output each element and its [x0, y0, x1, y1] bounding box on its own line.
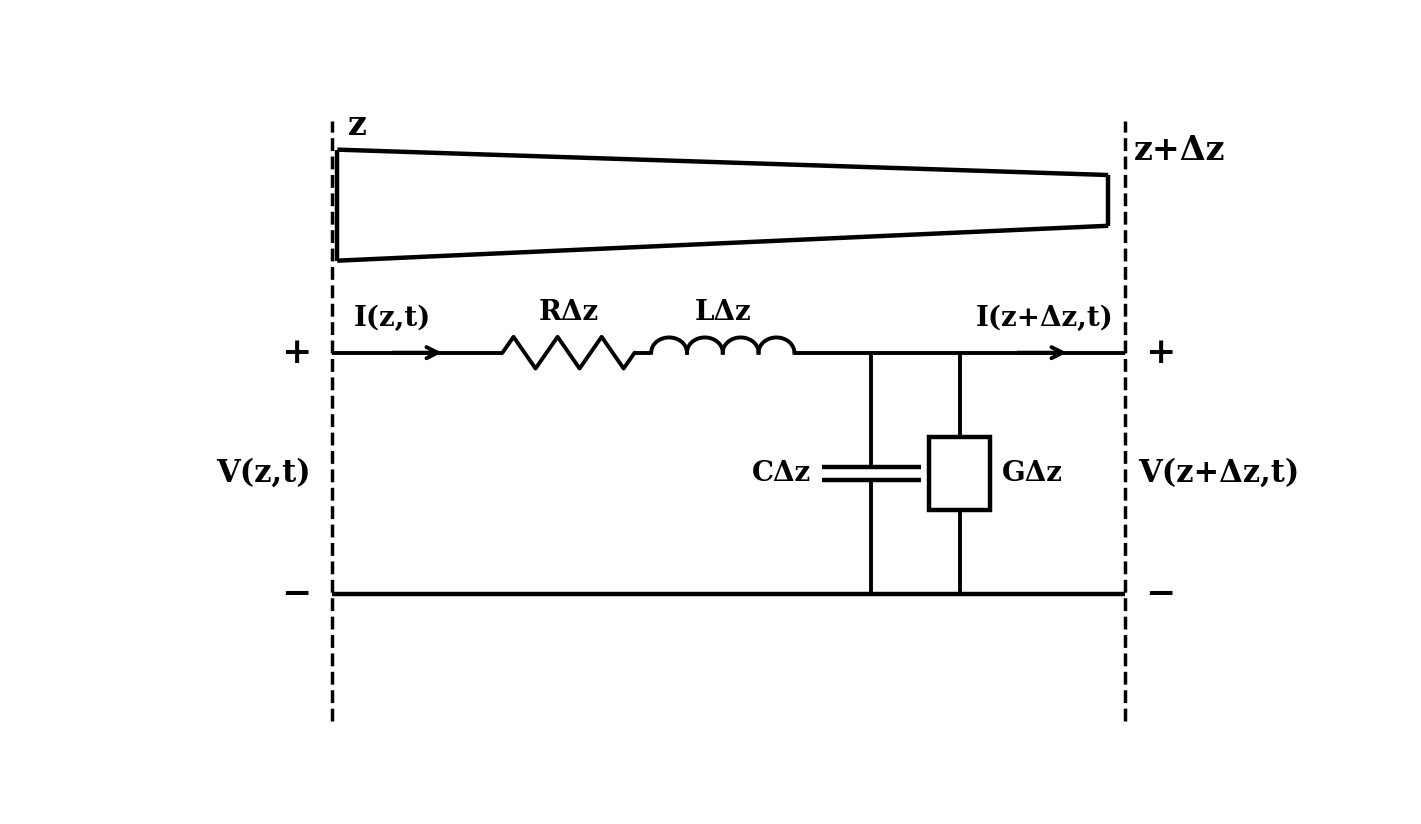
- Text: I(z,t): I(z,t): [354, 306, 431, 332]
- Text: z+Δz: z+Δz: [1134, 134, 1225, 167]
- Bar: [929, 437, 990, 510]
- Text: LΔz: LΔz: [695, 299, 752, 326]
- Text: z: z: [348, 109, 367, 142]
- Text: GΔz: GΔz: [1002, 460, 1063, 487]
- Text: RΔz: RΔz: [539, 299, 598, 326]
- Text: V(z,t): V(z,t): [216, 457, 311, 489]
- Text: −: −: [1145, 577, 1175, 611]
- Text: V(z+Δz,t): V(z+Δz,t): [1138, 457, 1299, 489]
- Text: +: +: [281, 335, 311, 370]
- Text: CΔz: CΔz: [752, 460, 811, 487]
- Text: +: +: [1145, 335, 1175, 370]
- Text: I(z+Δz,t): I(z+Δz,t): [976, 306, 1114, 332]
- Text: −: −: [281, 577, 311, 611]
